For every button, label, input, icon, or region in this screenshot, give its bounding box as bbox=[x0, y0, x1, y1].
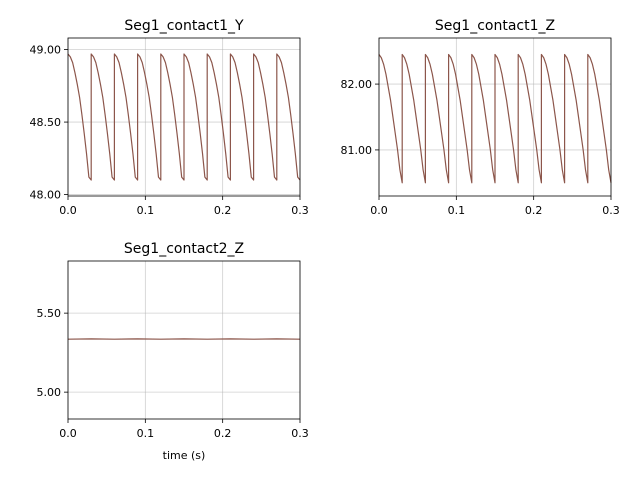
axes-frame bbox=[378, 37, 612, 197]
y-tick-label: 48.50 bbox=[30, 116, 62, 129]
subplot-1: 0.0 0.1 0.2 0.3 48.00 48.50 49.00 Seg1_contact1… bbox=[30, 18, 309, 217]
subplot-2: 0.0 0.1 0.2 0.3 81.00 82.00 Seg1_contact1_Z bbox=[341, 18, 620, 217]
series-line bbox=[67, 53, 301, 181]
y-tick-label: 81.00 bbox=[341, 144, 373, 157]
subplot-3: 0.0 0.1 0.2 0.3 5.00 5.50 Seg1_contact2_Ztime … bbox=[37, 241, 309, 462]
x-tick-label: 0.2 bbox=[525, 204, 543, 217]
chart-title: Seg1_contact1_Y bbox=[124, 18, 244, 34]
x-tick-label: 0.0 bbox=[370, 204, 388, 217]
x-tick-label: 0.1 bbox=[137, 204, 155, 217]
x-tick-label: 0.1 bbox=[448, 204, 466, 217]
x-tick-label: 0.2 bbox=[214, 427, 232, 440]
y-tick-label: 5.50 bbox=[37, 307, 62, 320]
x-tick-label: 0.1 bbox=[137, 427, 155, 440]
chart-title: Seg1_contact1_Z bbox=[435, 18, 555, 34]
x-axis-label: time (s) bbox=[163, 449, 206, 462]
x-tick-label: 0.0 bbox=[59, 427, 77, 440]
x-tick-label: 0.3 bbox=[291, 204, 309, 217]
x-tick-label: 0.3 bbox=[291, 427, 309, 440]
series-line bbox=[378, 53, 612, 184]
y-tick-label: 5.00 bbox=[37, 386, 62, 399]
axes-frame bbox=[67, 37, 301, 197]
x-tick-label: 0.3 bbox=[602, 204, 620, 217]
y-tick-label: 82.00 bbox=[341, 78, 373, 91]
x-tick-label: 0.0 bbox=[59, 204, 77, 217]
y-tick-label: 48.00 bbox=[30, 189, 62, 202]
axes-frame bbox=[67, 260, 301, 420]
y-tick-label: 49.00 bbox=[30, 44, 62, 57]
x-tick-label: 0.2 bbox=[214, 204, 232, 217]
chart-title: Seg1_contact2_Z bbox=[124, 241, 244, 257]
